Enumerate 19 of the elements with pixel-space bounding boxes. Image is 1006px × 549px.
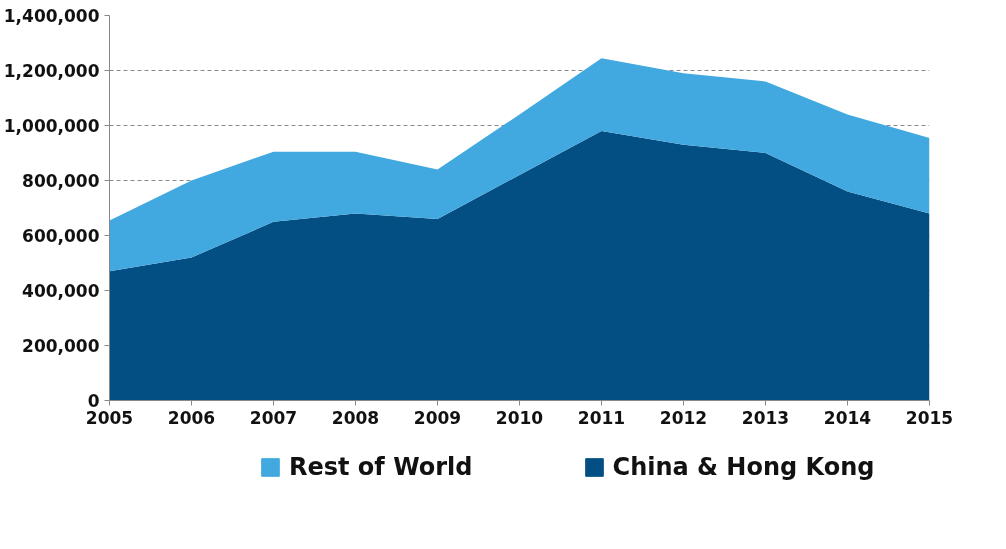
legend-label: China & Hong Kong [612, 453, 875, 481]
y-tick-label: 1,400,000 [3, 6, 100, 26]
y-tick-label: 800,000 [22, 171, 100, 191]
legend-label: Rest of World [289, 453, 473, 481]
x-tick-label: 2012 [659, 407, 708, 428]
x-tick-label: 2014 [823, 407, 872, 428]
x-tick-label: 2006 [167, 407, 216, 428]
y-tick-label: 600,000 [22, 226, 100, 246]
x-tick-label: 2015 [905, 407, 954, 428]
y-tick-label: 1,000,000 [3, 116, 100, 136]
y-tick-label: 200,000 [22, 336, 100, 356]
y-tick-label: 1,200,000 [3, 61, 100, 81]
x-tick-label: 2010 [495, 407, 544, 428]
x-tick-label: 2009 [413, 407, 462, 428]
y-tick-label: 400,000 [22, 281, 100, 301]
x-tick-label: 2008 [331, 407, 380, 428]
x-tick-label: 2011 [577, 407, 626, 428]
x-tick-label: 2013 [741, 407, 790, 428]
x-tick-label: 2007 [249, 407, 298, 428]
